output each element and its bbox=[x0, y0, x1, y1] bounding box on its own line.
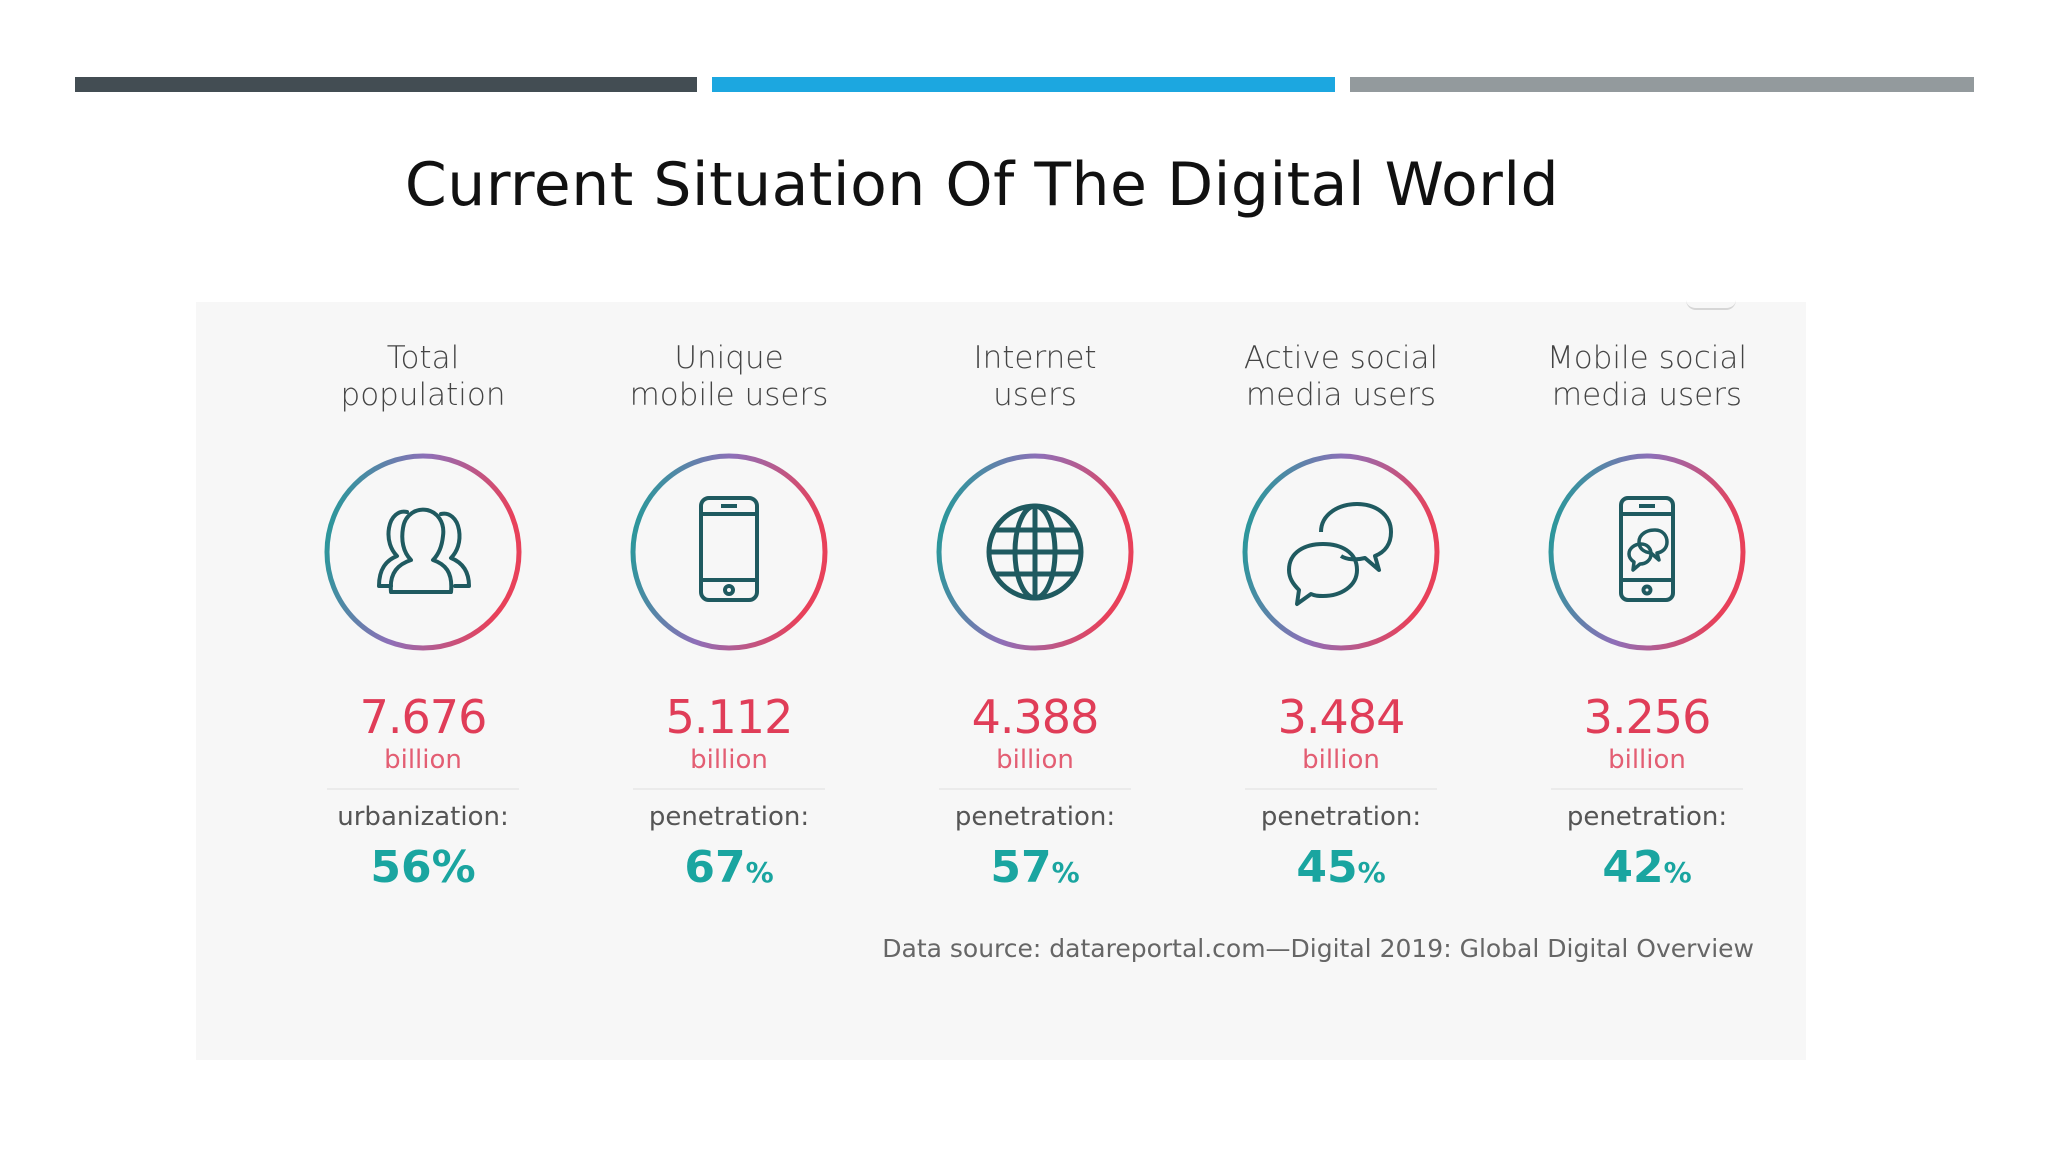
chat-bubbles-icon bbox=[1242, 453, 1440, 651]
stat-unit: billion bbox=[1302, 745, 1380, 775]
stat-unit: billion bbox=[996, 745, 1074, 775]
divider bbox=[633, 788, 825, 790]
stat-unit: billion bbox=[690, 745, 768, 775]
stat-label: Internet users bbox=[973, 340, 1097, 413]
data-source-note: Data source: datareportal.com—Digital 20… bbox=[882, 934, 1754, 963]
stat-metric-label: urbanization: bbox=[337, 802, 509, 832]
divider bbox=[327, 788, 519, 790]
stat-label: Mobile social media users bbox=[1547, 340, 1747, 413]
stat-unit: billion bbox=[1608, 745, 1686, 775]
stat-percent: 45% bbox=[1188, 842, 1494, 893]
percent-sign: % bbox=[1051, 856, 1080, 889]
divider bbox=[939, 788, 1131, 790]
percent-number: 56 bbox=[370, 842, 432, 893]
stat-label: Unique mobile users bbox=[629, 340, 829, 413]
percent-sign: % bbox=[1663, 856, 1692, 889]
percent-number: 45 bbox=[1296, 842, 1358, 893]
percent-sign: % bbox=[431, 842, 476, 893]
stat-metric-label: penetration: bbox=[954, 802, 1116, 832]
infographic-panel: Total population 7.676 billion urbanizat… bbox=[196, 302, 1806, 1060]
percent-sign: % bbox=[1357, 856, 1386, 889]
stat-unit: billion bbox=[384, 745, 462, 775]
stat-percent: 42% bbox=[1494, 842, 1800, 893]
header-bar-gray bbox=[1350, 77, 1974, 92]
header-bar-blue bbox=[712, 77, 1335, 92]
stat-value: 3.256 bbox=[1583, 690, 1712, 744]
stat-label: Total population bbox=[340, 340, 506, 413]
stat-value: 3.484 bbox=[1277, 690, 1406, 744]
header-bar-dark bbox=[75, 77, 697, 92]
people-icon bbox=[324, 453, 522, 651]
stat-percent: 57% bbox=[882, 842, 1188, 893]
page-curl-decoration bbox=[1686, 300, 1736, 310]
stat-value: 7.676 bbox=[359, 690, 488, 744]
percent-sign: % bbox=[745, 856, 774, 889]
stat-value: 5.112 bbox=[665, 690, 794, 744]
stat-percent: 67% bbox=[576, 842, 882, 893]
stat-label: Active social media users bbox=[1243, 340, 1439, 413]
stat-metric-label: penetration: bbox=[1260, 802, 1422, 832]
globe-icon bbox=[936, 453, 1134, 651]
mobile-phone-icon bbox=[630, 453, 828, 651]
percent-number: 57 bbox=[990, 842, 1052, 893]
stat-percent: 56% bbox=[270, 842, 576, 893]
stat-metric-label: penetration: bbox=[648, 802, 810, 832]
divider bbox=[1551, 788, 1743, 790]
stat-metric-label: penetration: bbox=[1566, 802, 1728, 832]
mobile-chat-icon bbox=[1548, 453, 1746, 651]
percent-number: 67 bbox=[684, 842, 746, 893]
stat-value: 4.388 bbox=[971, 690, 1100, 744]
slide-title: Current Situation Of The Digital World bbox=[404, 150, 1560, 220]
divider bbox=[1245, 788, 1437, 790]
percent-number: 42 bbox=[1602, 842, 1664, 893]
